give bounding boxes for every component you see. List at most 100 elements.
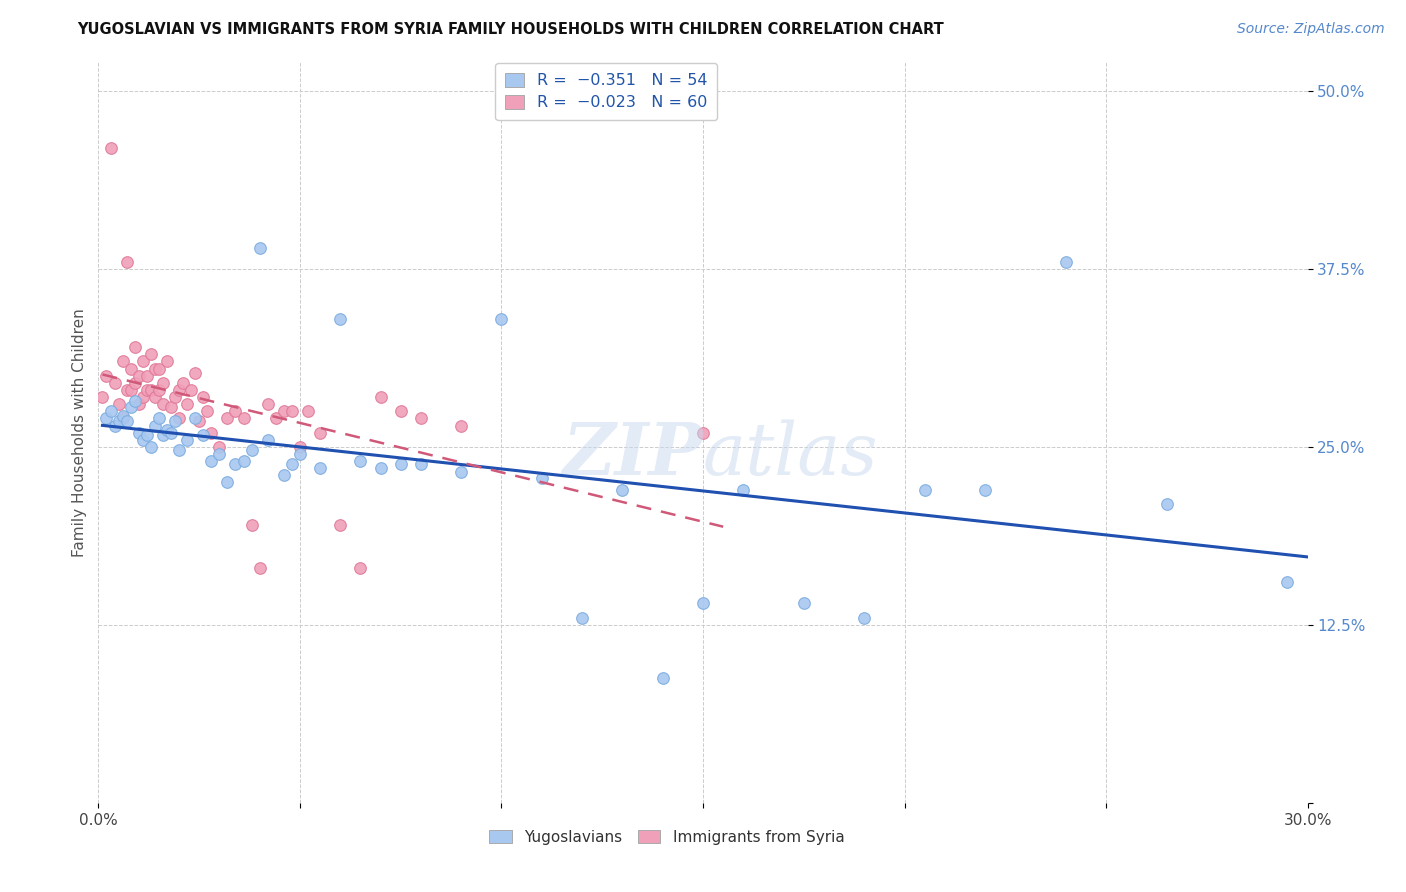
Point bbox=[100, 141, 122, 155]
Point bbox=[1156, 497, 1178, 511]
Point bbox=[103, 418, 125, 433]
Point bbox=[139, 440, 162, 454]
Text: YUGOSLAVIAN VS IMMIGRANTS FROM SYRIA FAMILY HOUSEHOLDS WITH CHILDREN CORRELATION: YUGOSLAVIAN VS IMMIGRANTS FROM SYRIA FAM… bbox=[77, 22, 943, 37]
Point bbox=[132, 390, 155, 404]
Point bbox=[193, 428, 215, 442]
Point bbox=[281, 404, 304, 418]
Point bbox=[124, 376, 146, 390]
Point bbox=[195, 404, 218, 418]
Point bbox=[120, 400, 142, 414]
Point bbox=[200, 454, 222, 468]
Point bbox=[288, 440, 311, 454]
Point bbox=[256, 397, 278, 411]
Point bbox=[143, 418, 166, 433]
Point bbox=[409, 457, 432, 471]
Point bbox=[297, 404, 319, 418]
Point bbox=[450, 466, 472, 480]
Point bbox=[232, 411, 254, 425]
Text: atlas: atlas bbox=[703, 419, 879, 490]
Point bbox=[288, 447, 311, 461]
Point bbox=[111, 411, 134, 425]
Point bbox=[793, 597, 815, 611]
Point bbox=[163, 390, 186, 404]
Point bbox=[530, 471, 553, 485]
Point bbox=[115, 254, 138, 268]
Point bbox=[115, 414, 138, 428]
Point bbox=[571, 610, 593, 624]
Point bbox=[148, 361, 170, 376]
Point bbox=[370, 461, 392, 475]
Point bbox=[128, 368, 150, 383]
Point bbox=[264, 411, 287, 425]
Point bbox=[249, 240, 271, 255]
Point bbox=[329, 518, 352, 533]
Point bbox=[193, 390, 215, 404]
Point bbox=[249, 561, 271, 575]
Point bbox=[132, 433, 155, 447]
Point bbox=[914, 483, 936, 497]
Point bbox=[491, 311, 513, 326]
Point bbox=[135, 383, 157, 397]
Point bbox=[224, 404, 246, 418]
Point bbox=[148, 383, 170, 397]
Point bbox=[450, 418, 472, 433]
Point bbox=[176, 433, 198, 447]
Point bbox=[1277, 575, 1299, 590]
Point bbox=[240, 518, 263, 533]
Point bbox=[256, 433, 278, 447]
Point bbox=[180, 383, 202, 397]
Point bbox=[96, 368, 118, 383]
Point bbox=[148, 411, 170, 425]
Point bbox=[91, 390, 114, 404]
Point bbox=[692, 425, 714, 440]
Point bbox=[281, 457, 304, 471]
Point bbox=[96, 411, 118, 425]
Point bbox=[160, 400, 183, 414]
Point bbox=[152, 376, 174, 390]
Point bbox=[167, 411, 190, 425]
Point bbox=[107, 397, 129, 411]
Point bbox=[156, 423, 179, 437]
Point bbox=[124, 340, 146, 354]
Point bbox=[208, 440, 231, 454]
Point bbox=[184, 366, 207, 380]
Point bbox=[349, 454, 371, 468]
Point bbox=[309, 461, 332, 475]
Text: Source: ZipAtlas.com: Source: ZipAtlas.com bbox=[1237, 22, 1385, 37]
Point bbox=[329, 311, 352, 326]
Point bbox=[208, 447, 231, 461]
Point bbox=[232, 454, 254, 468]
Point bbox=[152, 428, 174, 442]
Point bbox=[143, 361, 166, 376]
Point bbox=[160, 425, 183, 440]
Point bbox=[103, 376, 125, 390]
Point bbox=[974, 483, 997, 497]
Point bbox=[135, 428, 157, 442]
Point bbox=[135, 368, 157, 383]
Legend: Yugoslavians, Immigrants from Syria: Yugoslavians, Immigrants from Syria bbox=[482, 823, 851, 851]
Point bbox=[124, 394, 146, 409]
Point bbox=[143, 390, 166, 404]
Point bbox=[184, 411, 207, 425]
Y-axis label: Family Households with Children: Family Households with Children bbox=[72, 309, 87, 557]
Point bbox=[370, 390, 392, 404]
Point bbox=[132, 354, 155, 368]
Point bbox=[111, 409, 134, 423]
Point bbox=[156, 354, 179, 368]
Point bbox=[349, 561, 371, 575]
Point bbox=[240, 442, 263, 457]
Point bbox=[1054, 254, 1077, 268]
Point bbox=[273, 468, 295, 483]
Point bbox=[217, 411, 239, 425]
Point bbox=[128, 397, 150, 411]
Point bbox=[389, 404, 412, 418]
Point bbox=[120, 361, 142, 376]
Text: ZIP: ZIP bbox=[562, 419, 703, 491]
Point bbox=[176, 397, 198, 411]
Point bbox=[111, 354, 134, 368]
Point bbox=[167, 442, 190, 457]
Point bbox=[217, 475, 239, 490]
Point bbox=[128, 425, 150, 440]
Point bbox=[139, 383, 162, 397]
Point bbox=[100, 404, 122, 418]
